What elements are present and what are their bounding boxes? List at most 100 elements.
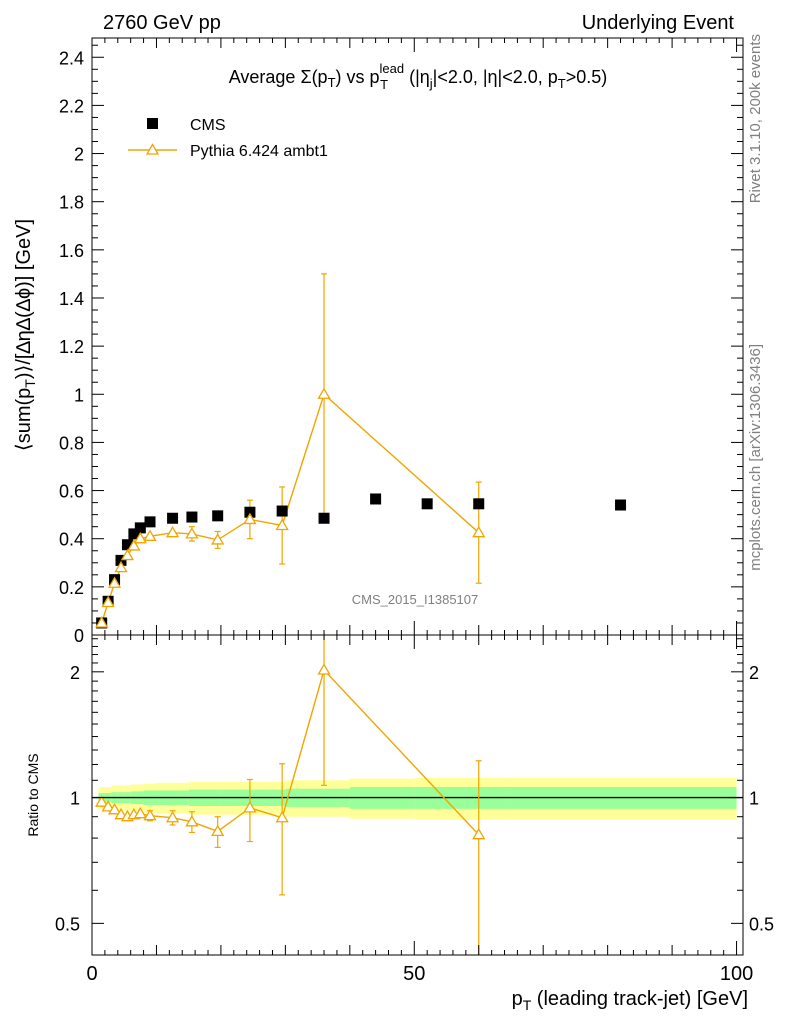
- mcplots-label: mcplots.cern.ch [arXiv:1306.3436]: [747, 344, 764, 571]
- ratio-mc-point: [185, 815, 199, 827]
- main-ytick-label: 2.2: [59, 96, 84, 116]
- ratio-ytick-label-right: 2: [749, 663, 759, 683]
- cms-point: [370, 493, 382, 505]
- main-ytick-label: 0.4: [59, 530, 84, 550]
- ylabel-sub: T: [22, 379, 38, 388]
- main-ytick-label: 0: [74, 626, 84, 646]
- mc-point: [101, 595, 115, 608]
- mc-point: [317, 387, 331, 399]
- cms-point: [121, 539, 133, 551]
- mc-point: [107, 576, 122, 588]
- ratio-marks: [95, 635, 486, 955]
- ratio-ytick-label: 1: [70, 789, 80, 809]
- legend-pythia-marker: [145, 143, 160, 155]
- mc-point: [243, 512, 257, 525]
- ratio-mc-point: [211, 824, 225, 837]
- main-marks: [95, 273, 627, 629]
- title-cuts: |<2.0, |η|<2.0, p: [433, 67, 558, 87]
- main-ytick-label: 1.2: [59, 337, 84, 357]
- main-ytick-label: 2.4: [59, 48, 84, 68]
- ratio-ticks: 0.5 0.5 1 1 2 2 0 50 100: [55, 635, 774, 985]
- cms-point: [134, 522, 146, 534]
- cms-point: [473, 498, 485, 510]
- ratio-mc-point: [95, 795, 109, 807]
- mc-point: [114, 560, 128, 573]
- title-vs: vs p: [342, 67, 380, 87]
- mc-point: [95, 616, 109, 628]
- ratio-ytick-label-right: 0.5: [749, 914, 774, 934]
- title-lead-sup: lead: [380, 61, 405, 76]
- cms-point: [167, 512, 179, 524]
- header-right: Underlying Event: [582, 12, 735, 34]
- cms-point: [115, 554, 127, 566]
- title-pt-sub: T: [558, 76, 566, 91]
- ratio-mc-point: [107, 802, 122, 815]
- xtick-label: 50: [403, 963, 425, 985]
- ratio-frame: [91, 634, 744, 956]
- legend-cms-label: CMS: [190, 117, 226, 134]
- title-average: Average: [229, 67, 301, 87]
- xtick-label: 100: [720, 963, 753, 985]
- title-eta-sub: j: [429, 76, 433, 91]
- ratio-mc-point: [101, 800, 115, 812]
- ratio-mc-point: [165, 810, 180, 823]
- main-ytick-label: 0.6: [59, 482, 84, 502]
- mc-point: [143, 529, 157, 541]
- xlabel-pre: p: [512, 988, 523, 1010]
- title-pt-cut: >0.5): [566, 67, 608, 87]
- cms-point: [144, 516, 156, 528]
- mc-point: [472, 525, 486, 538]
- main-ytick-label: 1: [74, 385, 84, 405]
- ratio-mc-point: [243, 801, 257, 813]
- main-panel: 0 0.2 0.4 0.6 0.8 1 1.2 1.4 1.6 1.8 2 2.2 2.4 Averag…: [13, 37, 744, 646]
- ratio-bands: [92, 777, 743, 820]
- main-ytick-label: 1.8: [59, 193, 84, 213]
- main-ytick-label: 0.2: [59, 578, 84, 598]
- analysis-watermark: CMS_2015_I1385107: [352, 592, 479, 607]
- cms-point: [212, 510, 224, 522]
- main-ticks: 0 0.2 0.4 0.6 0.8 1 1.2 1.4 1.6 1.8 2 2.2 2.4: [59, 38, 743, 646]
- main-ytick-label: 1.6: [59, 241, 84, 261]
- legend: CMS Pythia 6.424 ambt1: [128, 117, 328, 160]
- main-ytick-label: 1.4: [59, 289, 84, 309]
- cms-point: [128, 528, 140, 540]
- mc-point: [165, 525, 180, 538]
- title-sigma-sub: T: [328, 75, 336, 90]
- ratio-panel: 0.5 0.5 1 1 2 2 0 50 100 Ratio to CMS pT (leadin…: [25, 634, 774, 1013]
- xlabel-sub: T: [523, 997, 532, 1013]
- ratio-ytick-label: 2: [70, 663, 80, 683]
- main-ytick-label: 0.8: [59, 433, 84, 453]
- x-axis-label: pT (leading track-jet) [GeV]: [512, 988, 748, 1013]
- mc-point: [185, 527, 199, 539]
- legend-cms-marker: [147, 118, 158, 129]
- ylabel-part1: ⟨sum(p: [13, 388, 35, 451]
- title-sigma: Σ(p: [300, 67, 327, 87]
- cms-point: [186, 511, 198, 523]
- mc-point: [275, 518, 289, 531]
- ratio-mc-point: [275, 810, 289, 823]
- ratio-mc-point: [133, 806, 147, 819]
- mc-point: [120, 548, 135, 561]
- cms-point: [244, 506, 256, 518]
- main-title: Average Σ(pT) vs plead T (|ηj|<2.0, |η|<2…: [229, 61, 608, 92]
- rivet-label: Rivet 3.1.10, 200k events: [747, 34, 764, 203]
- cms-point: [421, 498, 433, 510]
- main-ytick-label: 2: [74, 145, 84, 165]
- ylabel-part2: )⟩/[∆η∆(∆ϕ)] [GeV]: [13, 219, 35, 379]
- ratio-ylabel: Ratio to CMS: [25, 753, 41, 836]
- xlabel-post: (leading track-jet) [GeV]: [531, 988, 748, 1010]
- ratio-ytick-label-right: 1: [749, 789, 759, 809]
- ratio-ytick-label: 0.5: [55, 914, 80, 934]
- legend-pythia-label: Pythia 6.424 ambt1: [190, 143, 328, 160]
- mc-point: [211, 533, 225, 545]
- cms-point: [318, 512, 330, 524]
- title-sigma-close: ): [336, 67, 342, 87]
- title-eta-open: (|η: [404, 67, 430, 87]
- header-left: 2760 GeV pp: [103, 12, 221, 34]
- xtick-label: 0: [86, 963, 97, 985]
- mc-point: [127, 539, 141, 551]
- cms-point: [276, 505, 288, 517]
- ratio-mc-point: [143, 808, 157, 821]
- cms-point: [615, 499, 627, 511]
